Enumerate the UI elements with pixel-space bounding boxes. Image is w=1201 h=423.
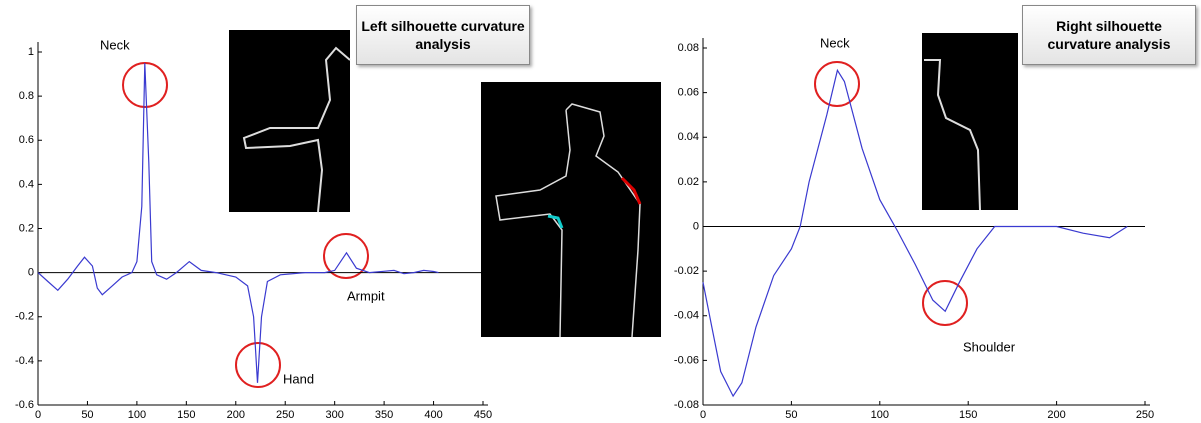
highlight-circle (122, 61, 968, 388)
x-tick-label: 100 (128, 409, 146, 421)
annotation: Armpit (347, 288, 385, 303)
y-tick-label: 0.04 (678, 131, 699, 143)
annotation: Neck (100, 37, 130, 52)
x-tick-label: 350 (375, 409, 393, 421)
x-tick-label: 150 (177, 409, 195, 421)
x-tick-label: 450 (474, 409, 492, 421)
y-tick-label: 0 (28, 267, 34, 279)
y-tick-label: 0.8 (19, 90, 34, 102)
chart-title: Right silhouette curvature analysis (1022, 5, 1196, 65)
y-tick-label: 0.6 (19, 134, 34, 146)
x-tick-label: 150 (959, 409, 977, 421)
y-tick-label: 0.2 (19, 222, 34, 234)
data-line (702, 68, 1128, 398)
x-tick-label: 50 (81, 409, 93, 421)
y-tick-label: -0.04 (674, 310, 699, 322)
y-tick-label: 0.06 (678, 87, 699, 99)
y-tick-label: -0.02 (674, 265, 699, 277)
x-tick-label: 200 (227, 409, 245, 421)
annotation: Shoulder (963, 339, 1016, 354)
y-tick-label: 0 (693, 220, 699, 232)
x-tick-label: 50 (785, 409, 797, 421)
silhouette-image (481, 82, 661, 338)
y-tick-label: -0.06 (674, 354, 699, 366)
x-tick-label: 250 (276, 409, 294, 421)
x-tick-label: 400 (424, 409, 442, 421)
x-tick-label: 250 (1136, 409, 1154, 421)
annotation: Neck (820, 35, 850, 50)
x-tick-label: 300 (325, 409, 343, 421)
y-tick-label: 0.4 (19, 178, 34, 190)
chart-title: Left silhouette curvature analysis (356, 5, 530, 65)
data-line (37, 62, 439, 383)
x-tick-label: 200 (1047, 409, 1065, 421)
y-tick-label: -0.08 (674, 399, 699, 411)
y-tick-label: -0.4 (15, 355, 34, 367)
x-tick-label: 0 (35, 409, 41, 421)
annotation: Hand (283, 371, 314, 386)
silhouette-image (922, 33, 1018, 211)
x-tick-label: 100 (871, 409, 889, 421)
y-tick-label: 1 (28, 46, 34, 58)
y-tick-label: -0.2 (15, 311, 34, 323)
x-tick-label: 0 (700, 409, 706, 421)
y-tick-label: 0.08 (678, 42, 699, 54)
y-tick-label: 0.02 (678, 176, 699, 188)
silhouette-image (229, 30, 351, 213)
y-tick-label: -0.6 (15, 399, 34, 411)
